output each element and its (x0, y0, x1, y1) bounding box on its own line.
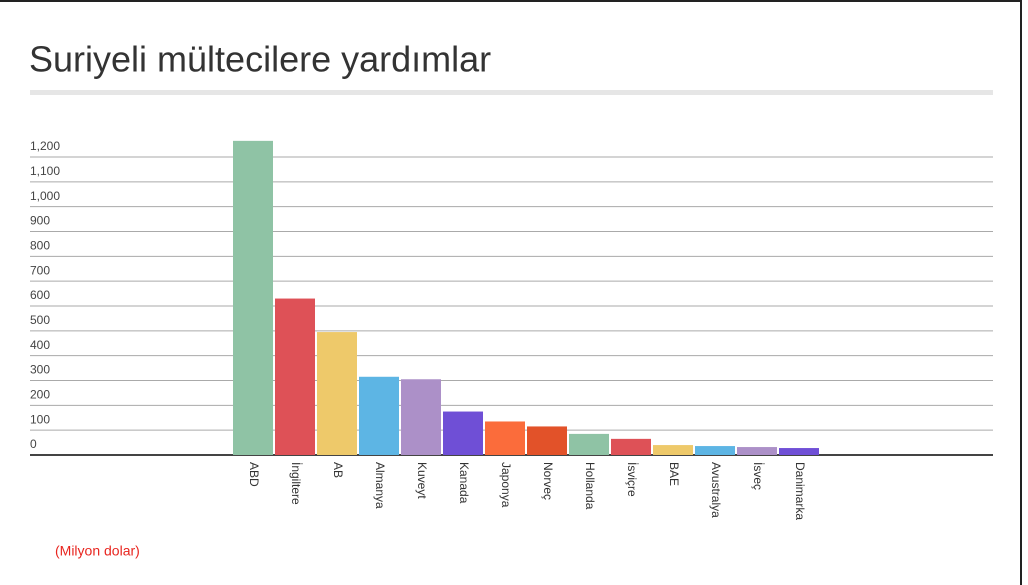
bar (359, 376, 399, 455)
bar (443, 411, 483, 455)
y-tick-label: 400 (30, 338, 50, 352)
x-tick-label: Japonya (499, 462, 513, 508)
chart-title: Suriyeli mültecilere yardımlar (29, 39, 491, 80)
bar (779, 448, 819, 455)
x-tick-label: Avustralya (709, 462, 723, 518)
y-tick-label: 1,100 (30, 164, 60, 178)
x-tick-label: Danimarka (793, 462, 807, 520)
x-tick-label: BAE (667, 462, 681, 486)
x-tick-label: İsviçre (625, 462, 639, 497)
unit-note: (Milyon dolar) (55, 543, 140, 559)
bar (275, 298, 315, 455)
y-tick-label: 800 (30, 239, 50, 253)
bar (317, 332, 357, 455)
bar (527, 426, 567, 455)
bar (695, 446, 735, 455)
y-tick-label: 300 (30, 363, 50, 377)
y-tick-label: 100 (30, 412, 50, 426)
x-tick-label: Norveç (541, 462, 555, 500)
bar (737, 447, 777, 455)
x-tick-label: Kanada (457, 462, 471, 504)
y-tick-label: 200 (30, 388, 50, 402)
y-tick-label: 0 (30, 437, 37, 451)
bar (569, 433, 609, 455)
y-tick-label: 700 (30, 263, 50, 277)
bar (401, 379, 441, 455)
y-tick-label: 600 (30, 288, 50, 302)
x-tick-label: İngiltere (289, 462, 303, 505)
x-tick-label: İsveç (751, 462, 765, 490)
bar (233, 140, 273, 455)
bar (653, 445, 693, 455)
y-tick-label: 900 (30, 214, 50, 228)
x-tick-label: Hollanda (583, 462, 597, 510)
bar (485, 421, 525, 455)
x-tick-label: ABD (247, 462, 261, 487)
y-tick-label: 500 (30, 313, 50, 327)
x-tick-label: Kuveyt (415, 462, 429, 499)
y-tick-label: 1,000 (30, 189, 60, 203)
x-tick-label: Almanya (373, 462, 387, 509)
bar (611, 438, 651, 455)
title-rule (30, 90, 993, 95)
y-tick-label: 1,200 (30, 139, 60, 153)
x-tick-label: AB (331, 462, 345, 478)
